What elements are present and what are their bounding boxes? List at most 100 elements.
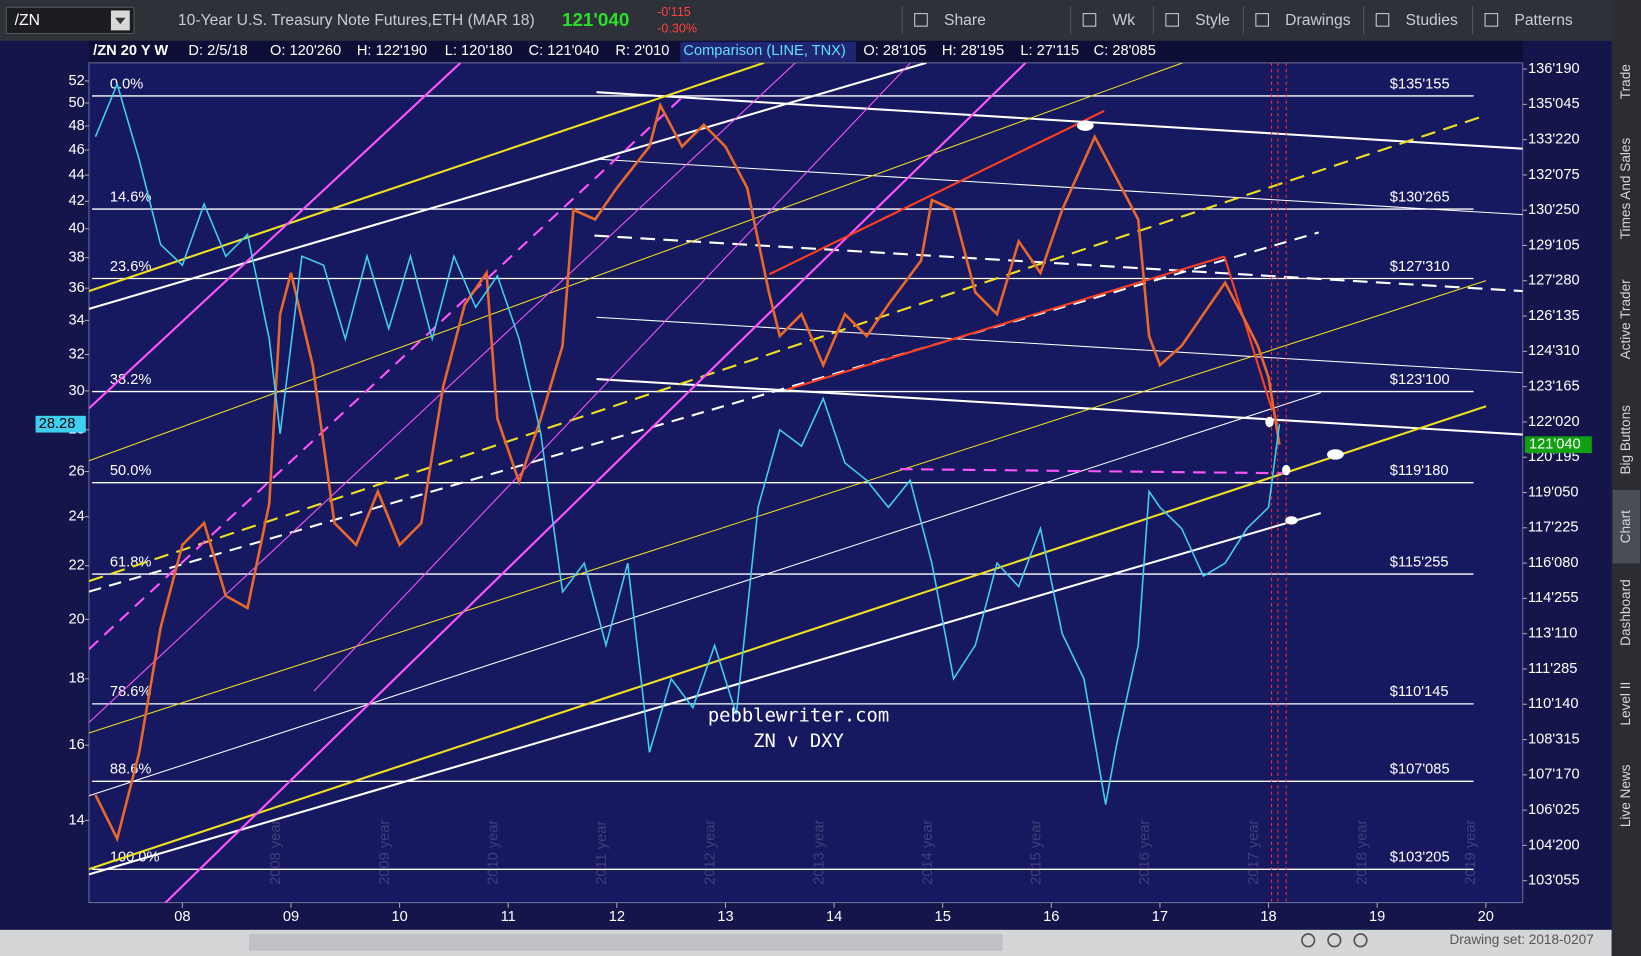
sidebar-tab[interactable]: Dashboard [1618, 579, 1633, 646]
study-name: /ZN 20 Y W [93, 43, 168, 59]
fib-level: 88.6% [110, 762, 152, 778]
trend-line [88, 114, 1487, 583]
fib-level: 14.6% [110, 189, 152, 205]
fib-level: 23.6% [110, 259, 152, 275]
last-comparison-tag [35, 415, 86, 433]
y-tick-label: 129'105 [1528, 237, 1580, 253]
y2-tick-label: 16 [68, 737, 84, 753]
trend-line [164, 62, 1027, 903]
trend-line [88, 93, 687, 650]
trend-line [88, 62, 765, 293]
y-tick-label: 116'080 [1528, 555, 1579, 571]
marker [1282, 464, 1291, 476]
drawing-set: Drawing set: 2018-0207 [1449, 932, 1593, 947]
trend-line [596, 158, 1523, 216]
trend-line [596, 91, 1523, 150]
trend-line [594, 234, 1523, 293]
y-tick-label: 114'255 [1528, 590, 1579, 606]
last-comparison-label: 28.28 [39, 416, 76, 432]
y-tick-label: 119'050 [1528, 484, 1579, 500]
toolbar-button[interactable]: Patterns [1514, 12, 1573, 29]
symbol[interactable]: /ZN [15, 12, 40, 29]
fib-price: $123'100 [1390, 372, 1450, 388]
zoom-reset[interactable] [1353, 933, 1368, 948]
y-tick-label: 123'165 [1528, 379, 1580, 395]
marker [1265, 416, 1274, 428]
active-tab [1612, 490, 1640, 564]
button-icon[interactable] [1082, 13, 1097, 27]
x-tick-label: 17 [1152, 909, 1168, 925]
trend-line [596, 378, 1523, 436]
last-price-label: 121'040 [1529, 437, 1581, 453]
sidebar-tab[interactable]: Chart [1618, 510, 1633, 543]
series-layer [94, 81, 1281, 843]
watermarks: 2008 year 2009 year 2010 year 2011 year 2012… [268, 820, 1479, 885]
y-tick-label: 130'250 [1528, 202, 1580, 218]
button-icon[interactable] [914, 13, 928, 27]
toolbar-button[interactable]: Share [944, 12, 986, 29]
fib-level: 100.0% [110, 850, 160, 866]
y2-tick-label: 22 [68, 558, 84, 574]
sidebar-tab[interactable]: Times And Sales [1618, 138, 1633, 240]
toolbar-button[interactable]: Wk [1112, 12, 1135, 29]
x-tick-label: 11 [501, 909, 516, 925]
fib-price: $115'255 [1390, 554, 1449, 570]
drawings [88, 62, 1523, 903]
fib-price: $103'205 [1390, 850, 1450, 866]
y-tick-label: 124'310 [1528, 343, 1580, 359]
y-tick-label: 127'280 [1528, 273, 1580, 289]
marker [1285, 516, 1298, 525]
price: 121'040 [562, 9, 629, 30]
year-watermark: 2013 year [811, 820, 827, 885]
y-tick-label: 103'055 [1528, 873, 1580, 889]
y2-tick-label: 48 [68, 118, 84, 134]
trend-line [313, 62, 911, 692]
annotation: pebblewriter.com [708, 706, 889, 727]
sidebar-tab[interactable]: Active Trader [1618, 279, 1633, 360]
x-tick-label: 13 [717, 909, 733, 925]
trend-line [786, 255, 1225, 391]
y-tick-label: 111'285 [1528, 661, 1577, 677]
sidebar-tab[interactable]: Live News [1618, 764, 1633, 827]
toolbar-button[interactable]: Studies [1406, 12, 1458, 29]
x-tick-label: 16 [1043, 909, 1059, 925]
sidebar-tab[interactable]: Big Buttons [1618, 405, 1633, 475]
button-icon[interactable] [1165, 13, 1179, 27]
sidebar-tab[interactable]: Trade [1618, 64, 1633, 99]
dropdown-arrow [115, 17, 126, 25]
fib-price: $110'145 [1390, 684, 1449, 700]
trend-line [88, 405, 1487, 871]
x-tick-label: 20 [1478, 909, 1494, 925]
toolbar-button[interactable]: Style [1195, 12, 1230, 29]
y2-tick-label: 50 [68, 95, 84, 111]
marker [1327, 449, 1344, 460]
trend-line [88, 280, 1487, 734]
last-price-tag [1524, 436, 1592, 454]
button-icon[interactable] [1484, 13, 1499, 27]
fib-price: $135'155 [1390, 76, 1450, 92]
zoom-in[interactable] [1301, 933, 1316, 948]
scroll-thumb[interactable] [249, 934, 1003, 951]
button-icon[interactable] [1375, 13, 1390, 27]
year-watermark: 2019 year [1463, 820, 1479, 885]
y-tick-label: 122'020 [1528, 414, 1580, 430]
year-watermark: 2011 year [594, 821, 610, 885]
comparison-item: L: 27'115 [1020, 43, 1079, 59]
y-tick-label: 135'045 [1528, 96, 1580, 112]
series-line [94, 81, 1281, 805]
zoom-out[interactable] [1327, 933, 1342, 948]
x-tick-label: 14 [826, 909, 842, 925]
y2-tick-label: 36 [68, 280, 84, 296]
y2-tick-label: 20 [68, 611, 84, 627]
x-tick-label: 18 [1260, 909, 1276, 925]
x-tick-label: 09 [283, 909, 299, 925]
y2-tick-label: 34 [68, 312, 84, 328]
fib-level: 50.0% [110, 463, 152, 479]
button-icon[interactable] [1255, 13, 1269, 27]
trend-line [768, 110, 1105, 276]
legend-item: O: 120'260 [270, 43, 341, 59]
sidebar-tab[interactable]: Level II [1618, 682, 1633, 726]
toolbar-button[interactable]: Drawings [1285, 12, 1351, 29]
y2-tick-label: 32 [68, 346, 84, 362]
y-tick-label: 104'200 [1528, 837, 1580, 853]
